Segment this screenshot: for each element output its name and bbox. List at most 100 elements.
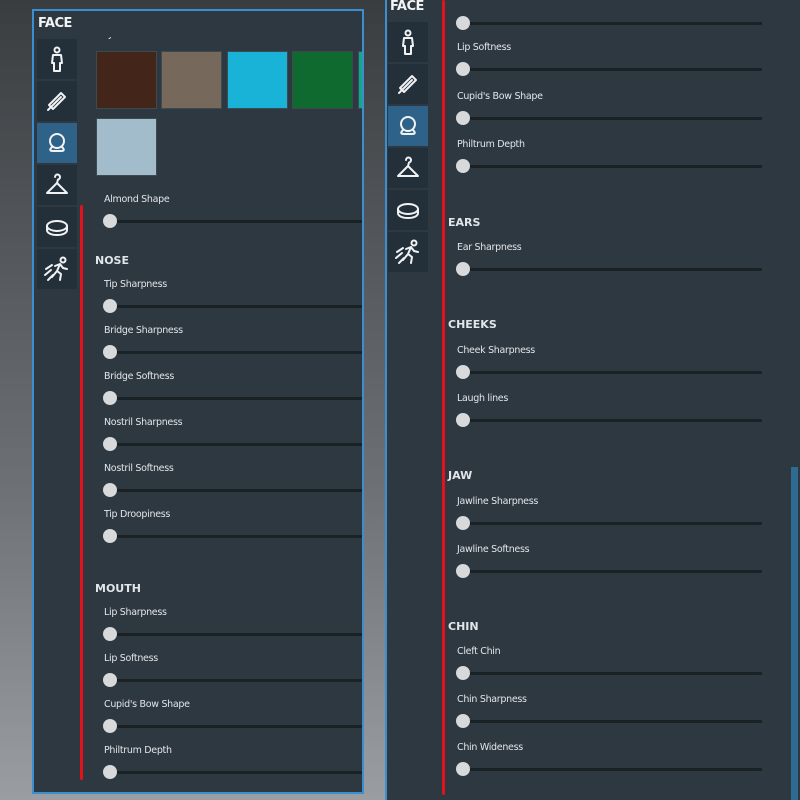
tab-ring[interactable]: [388, 190, 428, 230]
slider-label: Lip Softness: [104, 653, 158, 664]
slider-track[interactable]: [463, 22, 762, 25]
slider-thumb[interactable]: [103, 529, 117, 543]
eye-color-swatch[interactable]: [96, 51, 157, 109]
section-header: JAW: [448, 469, 473, 482]
slider-thumb[interactable]: [103, 673, 117, 687]
slider-label: Ear Sharpness: [457, 242, 522, 253]
slider-label: Chin Wideness: [457, 742, 523, 753]
tab-hanger[interactable]: [37, 165, 77, 205]
slider-label: Tip Sharpness: [104, 279, 167, 290]
scrollbar[interactable]: [791, 467, 798, 800]
slider-track[interactable]: [110, 397, 362, 400]
slider-thumb[interactable]: [103, 345, 117, 359]
slider-thumb[interactable]: [456, 111, 470, 125]
tab-hanger[interactable]: [388, 148, 428, 188]
comb-icon: [398, 75, 417, 94]
slider-thumb[interactable]: [456, 666, 470, 680]
slider-thumb[interactable]: [456, 159, 470, 173]
slider-track[interactable]: [110, 679, 362, 682]
slider-label: Nostril Softness: [104, 463, 174, 474]
slider-track[interactable]: [110, 305, 362, 308]
slider-track[interactable]: [110, 633, 362, 636]
tab-running[interactable]: [37, 249, 77, 289]
slider-label: Lip Sharpness: [104, 607, 167, 618]
eye-color-swatch[interactable]: [292, 51, 353, 109]
ring-icon: [397, 203, 419, 219]
category-tabs: [37, 39, 79, 291]
slider-track[interactable]: [463, 419, 762, 422]
slider-track[interactable]: [463, 522, 762, 525]
tab-ring[interactable]: [37, 207, 77, 247]
slider-thumb[interactable]: [103, 765, 117, 779]
slider-track[interactable]: [463, 117, 762, 120]
slider-label: Chin Sharpness: [457, 694, 527, 705]
slider-thumb[interactable]: [103, 627, 117, 641]
slider-thumb[interactable]: [456, 62, 470, 76]
slider-thumb[interactable]: [456, 714, 470, 728]
slider-track[interactable]: [110, 725, 362, 728]
slider-track[interactable]: [463, 768, 762, 771]
slider-thumb[interactable]: [103, 214, 117, 228]
slider-thumb[interactable]: [456, 413, 470, 427]
slider-label: Bridge Softness: [104, 371, 174, 382]
slider-track[interactable]: [463, 268, 762, 271]
eye-color-swatch[interactable]: [358, 51, 362, 109]
slider-track[interactable]: [463, 68, 762, 71]
slider-track[interactable]: [110, 443, 362, 446]
tab-comb[interactable]: [37, 81, 77, 121]
slider-label: Laugh lines: [457, 393, 509, 404]
face-icon: [400, 116, 416, 135]
tab-body[interactable]: [37, 39, 77, 79]
ring-icon: [46, 220, 68, 236]
slider-track[interactable]: [463, 720, 762, 723]
slider-thumb[interactable]: [456, 365, 470, 379]
slider-label: Almond Shape: [104, 194, 170, 205]
slider-label: Tip Droopiness: [104, 509, 171, 520]
slider-thumb[interactable]: [103, 719, 117, 733]
slider-track[interactable]: [110, 351, 362, 354]
slider-thumb[interactable]: [456, 16, 470, 30]
slider-thumb[interactable]: [456, 516, 470, 530]
section-header: EARS: [448, 216, 481, 229]
slider-thumb[interactable]: [456, 262, 470, 276]
tab-body[interactable]: [388, 22, 428, 62]
face-icon: [49, 133, 65, 152]
slider-track[interactable]: [110, 771, 362, 774]
eye-color-swatch[interactable]: [96, 118, 157, 176]
slider-track[interactable]: [463, 672, 762, 675]
slider-label: Lip Softness: [457, 42, 511, 53]
tab-face[interactable]: [37, 123, 77, 163]
panel-title: FACE: [390, 0, 424, 14]
slider-thumb[interactable]: [456, 762, 470, 776]
section-header: CHEEKS: [448, 318, 497, 331]
hanger-icon: [46, 173, 68, 194]
eye-color-swatch[interactable]: [227, 51, 288, 109]
slider-track[interactable]: [463, 165, 762, 168]
slider-track[interactable]: [110, 489, 362, 492]
tab-comb[interactable]: [388, 64, 428, 104]
face-panel-left: FACE Eye Color Almond Shape NOSE Tip Sharp…: [32, 9, 364, 794]
eye-color-swatch[interactable]: [161, 51, 222, 109]
tab-running[interactable]: [388, 232, 428, 272]
slider-thumb[interactable]: [103, 299, 117, 313]
section-header: NOSE: [95, 254, 129, 267]
body-icon: [402, 29, 414, 55]
hanger-icon: [397, 156, 419, 177]
slider-label: Philtrum Depth: [104, 745, 172, 756]
slider-label: Cheek Sharpness: [457, 345, 535, 356]
tab-face[interactable]: [388, 106, 428, 146]
slider-thumb[interactable]: [103, 483, 117, 497]
slider-track[interactable]: [110, 220, 362, 223]
slider-thumb[interactable]: [103, 437, 117, 451]
section-header: MOUTH: [95, 582, 141, 595]
slider-thumb[interactable]: [103, 391, 117, 405]
annotation-marker: [442, 0, 445, 795]
body-icon: [51, 46, 63, 72]
slider-track[interactable]: [110, 535, 362, 538]
slider-track[interactable]: [463, 570, 762, 573]
category-tabs: [388, 22, 430, 274]
slider-thumb[interactable]: [456, 564, 470, 578]
panel-title: FACE: [38, 16, 72, 31]
face-panel-right: FACE Lip Softness Cupid's Bow Shape Philtr…: [385, 0, 800, 800]
slider-track[interactable]: [463, 371, 762, 374]
